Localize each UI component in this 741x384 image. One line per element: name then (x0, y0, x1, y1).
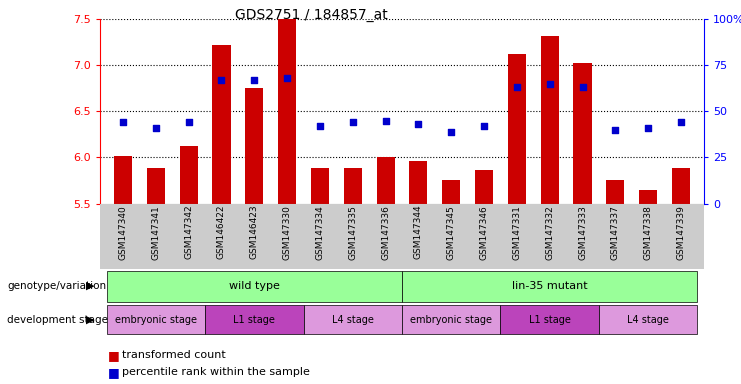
Bar (147, 169, 165, 204)
Text: GSM147344: GSM147344 (414, 205, 423, 260)
Text: GSM147338: GSM147338 (644, 205, 653, 260)
Text: ▶: ▶ (86, 281, 94, 291)
Bar (599, 305, 697, 334)
Text: GSM147341: GSM147341 (151, 205, 160, 260)
Point (413, 121, 425, 127)
Point (576, 84, 588, 91)
Bar (402, 271, 697, 302)
Text: GSM147337: GSM147337 (611, 205, 619, 260)
Text: genotype/variation: genotype/variation (7, 281, 107, 291)
Bar (304, 305, 402, 334)
Text: GSM147342: GSM147342 (185, 205, 193, 260)
Bar (114, 156, 132, 204)
Point (347, 119, 359, 126)
Text: GSM147334: GSM147334 (316, 205, 325, 260)
Point (150, 125, 162, 131)
Point (314, 123, 326, 129)
Point (675, 119, 687, 126)
Text: GSM146422: GSM146422 (217, 205, 226, 259)
Text: GSM147331: GSM147331 (512, 205, 522, 260)
Bar (107, 305, 205, 334)
Point (511, 84, 523, 91)
Bar (344, 169, 362, 204)
Text: L1 stage: L1 stage (233, 314, 275, 325)
Text: embryonic stage: embryonic stage (411, 314, 492, 325)
Text: L4 stage: L4 stage (627, 314, 669, 325)
Text: development stage: development stage (7, 314, 108, 325)
Text: ■: ■ (107, 366, 119, 379)
Text: GDS2751 / 184857_at: GDS2751 / 184857_at (235, 8, 388, 22)
Bar (179, 146, 198, 204)
Text: GSM147330: GSM147330 (282, 205, 292, 260)
Text: ■: ■ (107, 349, 119, 362)
Text: ▶: ▶ (86, 314, 94, 325)
Bar (245, 88, 263, 204)
Point (544, 81, 556, 87)
Bar (442, 180, 460, 204)
Text: L1 stage: L1 stage (529, 314, 571, 325)
Point (642, 125, 654, 131)
Text: GSM147340: GSM147340 (119, 205, 127, 260)
Bar (639, 190, 657, 204)
Text: percentile rank within the sample: percentile rank within the sample (122, 367, 310, 377)
Text: embryonic stage: embryonic stage (115, 314, 197, 325)
Text: GSM147332: GSM147332 (545, 205, 554, 260)
Bar (213, 45, 230, 204)
Text: lin-35 mutant: lin-35 mutant (512, 281, 588, 291)
Bar (409, 161, 428, 204)
Bar (376, 157, 395, 204)
Bar (606, 180, 625, 204)
Bar (278, 19, 296, 204)
Bar (574, 63, 591, 204)
Point (248, 77, 260, 83)
Bar (672, 169, 690, 204)
Point (478, 123, 490, 129)
Bar (311, 169, 329, 204)
Text: GSM147339: GSM147339 (677, 205, 685, 260)
Text: GSM147333: GSM147333 (578, 205, 587, 260)
Point (183, 119, 195, 126)
Point (609, 127, 621, 133)
Text: GSM147345: GSM147345 (447, 205, 456, 260)
Bar (402, 305, 500, 334)
Bar (205, 305, 304, 334)
Bar (541, 36, 559, 204)
Text: GSM146423: GSM146423 (250, 205, 259, 260)
Point (216, 77, 227, 83)
Point (281, 75, 293, 81)
Point (379, 118, 391, 124)
Text: L4 stage: L4 stage (332, 314, 373, 325)
Bar (107, 271, 402, 302)
Text: GSM147346: GSM147346 (479, 205, 488, 260)
Bar (508, 54, 526, 204)
Point (445, 129, 457, 135)
Text: transformed count: transformed count (122, 350, 226, 360)
Bar (500, 305, 599, 334)
Text: wild type: wild type (229, 281, 280, 291)
Text: GSM147336: GSM147336 (381, 205, 390, 260)
Text: GSM147335: GSM147335 (348, 205, 357, 260)
Bar (475, 170, 493, 204)
Point (117, 119, 129, 126)
